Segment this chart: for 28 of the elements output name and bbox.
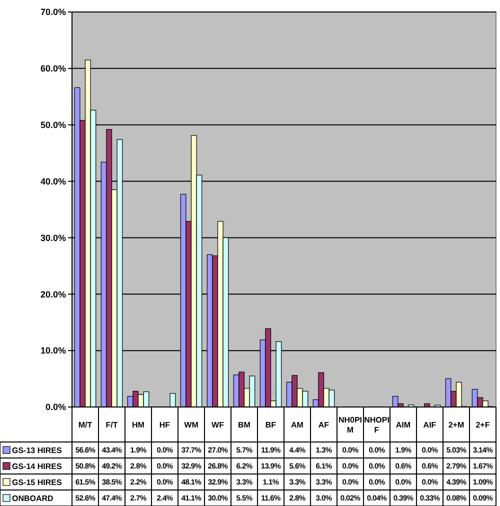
y-tick-label: 60.0% (40, 64, 66, 74)
x-tick-label: NHOPI F (364, 415, 390, 434)
legend-label: GS-13 HIRES (12, 446, 62, 455)
legend-label: ONBOARD (12, 494, 54, 503)
y-tick-label: 0.0% (45, 402, 66, 412)
x-tick-label: NH0PI M (338, 415, 362, 434)
x-tick-label: 2+F (476, 420, 490, 430)
x-tick-label: BM (238, 420, 251, 430)
x-tick-label: WM (184, 420, 199, 430)
x-tick-label: BF (265, 420, 276, 430)
x-tick-label: AF (318, 420, 330, 430)
x-tick-label: F/T (106, 420, 118, 430)
y-tick-label: 70.0% (40, 7, 66, 18)
y-tick-label: 20.0% (40, 289, 66, 300)
x-tick-label: AIM (396, 420, 411, 430)
legend-label: GS-15 HIRES (12, 478, 62, 487)
y-tick-label: 40.0% (40, 176, 66, 186)
x-tick-label: M/T (78, 420, 92, 430)
x-tick-label: 2+M (448, 420, 464, 430)
x-tick-label: HF (159, 420, 170, 430)
x-tick-label: WF (212, 420, 224, 430)
x-tick-label: AM (291, 420, 304, 430)
x-tick-label: AIF (423, 420, 436, 430)
legend-label: GS-14 HIRES (12, 462, 62, 471)
y-tick-label: 10.0% (40, 346, 66, 356)
y-tick-label: 50.0% (40, 120, 66, 130)
y-tick-label: 30.0% (40, 232, 66, 243)
x-tick-label: HM (132, 420, 145, 430)
